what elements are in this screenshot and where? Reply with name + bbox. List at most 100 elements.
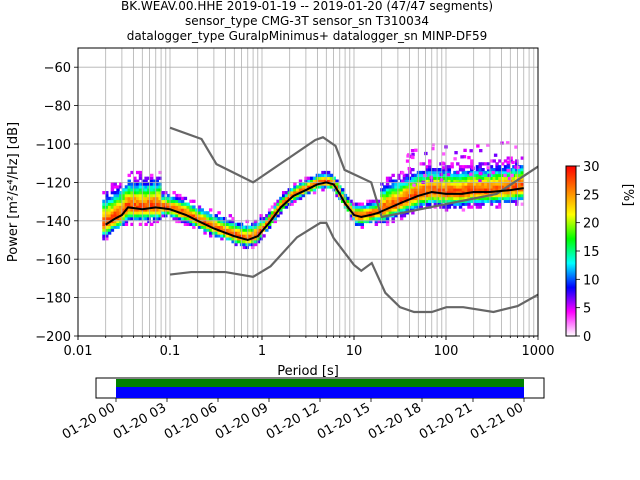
psd-cell bbox=[454, 151, 458, 155]
psd-cell bbox=[475, 202, 480, 206]
psd-cell bbox=[225, 219, 230, 224]
psd-cell bbox=[458, 185, 463, 189]
psd-cell bbox=[161, 191, 165, 195]
psd-cell bbox=[267, 225, 272, 229]
psd-cell bbox=[436, 182, 440, 186]
psd-cell bbox=[130, 202, 134, 206]
psd-cell bbox=[383, 205, 387, 209]
psd-cell bbox=[399, 193, 404, 198]
psd-cell bbox=[484, 199, 488, 203]
psd-cell bbox=[442, 179, 446, 183]
psd-cell bbox=[425, 168, 429, 172]
psd-cell bbox=[486, 170, 491, 175]
psd-cell bbox=[110, 182, 115, 186]
psd-cell bbox=[509, 193, 513, 198]
psd-cell bbox=[130, 214, 134, 218]
psd-cell bbox=[385, 185, 390, 189]
psd-cell bbox=[503, 170, 508, 175]
psd-cell bbox=[102, 225, 106, 229]
psd-cell bbox=[107, 208, 112, 212]
psd-cell bbox=[133, 196, 137, 201]
psd-cell bbox=[192, 205, 196, 209]
psd-cell bbox=[158, 188, 162, 192]
psd-cell bbox=[374, 202, 379, 206]
psd-cell bbox=[267, 216, 272, 221]
psd-cell bbox=[349, 202, 353, 206]
psd-cell bbox=[433, 188, 438, 192]
psd-cell bbox=[360, 225, 365, 229]
psd-cell bbox=[467, 202, 471, 206]
psd-cell bbox=[144, 188, 148, 192]
psd-cell bbox=[425, 170, 429, 175]
psd-cell bbox=[206, 222, 210, 226]
psd-cell bbox=[517, 168, 522, 172]
psd-cell bbox=[214, 219, 218, 224]
psd-cell bbox=[180, 219, 185, 224]
psd-cell bbox=[453, 202, 457, 206]
psd-cell bbox=[228, 219, 233, 224]
psd-cell bbox=[385, 202, 390, 206]
psd-cell bbox=[484, 162, 488, 166]
psd-cell bbox=[121, 208, 126, 212]
psd-cell bbox=[138, 188, 143, 192]
psd-cell bbox=[436, 176, 440, 180]
y-axis-ticks: −200 −180 −160 −140 −120 −100 −80 −60 bbox=[35, 61, 78, 345]
psd-cell bbox=[150, 208, 154, 212]
availability-band-blue bbox=[116, 387, 524, 398]
psd-cell bbox=[498, 205, 502, 209]
psd-cell bbox=[253, 228, 258, 232]
psd-cell bbox=[116, 193, 120, 198]
psd-cell bbox=[326, 179, 331, 183]
psd-cell bbox=[141, 185, 145, 189]
psd-cell bbox=[208, 216, 213, 221]
psd-cell bbox=[450, 176, 454, 180]
psd-cell bbox=[135, 196, 140, 201]
psd-cell bbox=[186, 208, 190, 212]
psd-cell bbox=[495, 168, 499, 172]
psd-cell bbox=[158, 182, 162, 186]
psd-cell bbox=[107, 205, 112, 209]
psd-cell bbox=[470, 193, 474, 198]
psd-cell bbox=[363, 216, 367, 221]
psd-cell bbox=[405, 188, 409, 192]
psd-cell bbox=[360, 205, 365, 209]
psd-cell bbox=[442, 196, 446, 201]
psd-cell bbox=[161, 196, 165, 201]
psd-cell bbox=[467, 173, 471, 178]
psd-cell bbox=[214, 231, 218, 235]
psd-cell bbox=[253, 231, 258, 235]
psd-cell bbox=[127, 208, 131, 212]
psd-cell bbox=[410, 155, 415, 159]
psd-cell bbox=[450, 202, 454, 206]
psd-cell bbox=[498, 176, 502, 180]
psd-cell bbox=[172, 205, 176, 209]
psd-cell bbox=[175, 219, 179, 224]
psd-cell bbox=[105, 208, 109, 212]
colorbar-tick-label: 30 bbox=[583, 160, 600, 175]
psd-cell bbox=[406, 154, 410, 158]
psd-cell bbox=[208, 214, 213, 218]
psd-cell bbox=[433, 179, 438, 183]
psd-cell bbox=[425, 188, 429, 192]
psd-cell bbox=[242, 234, 247, 238]
psd-cell bbox=[124, 219, 129, 224]
psd-cell bbox=[220, 231, 224, 235]
psd-cell bbox=[470, 162, 474, 166]
psd-cell bbox=[394, 185, 398, 189]
psd-cell bbox=[427, 196, 432, 201]
psd-cell bbox=[211, 231, 216, 235]
psd-cell bbox=[489, 179, 494, 183]
psd-cell bbox=[456, 185, 460, 189]
psd-cell bbox=[515, 193, 519, 198]
psd-cell bbox=[391, 191, 395, 195]
psd-cell bbox=[133, 216, 137, 221]
psd-cell bbox=[124, 222, 129, 226]
psd-cell bbox=[425, 182, 429, 186]
psd-cell bbox=[411, 152, 415, 157]
psd-cell bbox=[144, 208, 148, 212]
psd-cell bbox=[124, 188, 129, 192]
psd-cell bbox=[186, 205, 190, 209]
psd-cell bbox=[472, 179, 477, 183]
psd-cell bbox=[369, 205, 373, 209]
psd-cell bbox=[481, 182, 485, 186]
